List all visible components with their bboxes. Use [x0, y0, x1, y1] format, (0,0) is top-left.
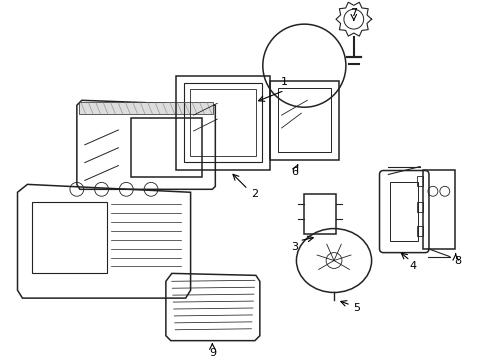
- Bar: [79, 102, 213, 114]
- Text: 1: 1: [281, 77, 288, 87]
- Text: 2: 2: [251, 189, 258, 199]
- Text: 3: 3: [291, 242, 298, 252]
- Bar: [423, 170, 455, 249]
- Bar: [417, 176, 423, 186]
- Text: 8: 8: [454, 256, 461, 266]
- Bar: [417, 202, 423, 212]
- Text: 9: 9: [209, 347, 216, 357]
- Bar: [176, 76, 270, 170]
- Bar: [131, 118, 202, 177]
- Text: 4: 4: [410, 261, 416, 271]
- Bar: [417, 226, 423, 236]
- Bar: [304, 194, 336, 234]
- Bar: [184, 84, 262, 162]
- Bar: [278, 89, 331, 152]
- Bar: [391, 183, 418, 241]
- Bar: [32, 202, 106, 273]
- Text: 7: 7: [350, 8, 357, 18]
- Text: 6: 6: [291, 167, 298, 176]
- Bar: [190, 89, 256, 156]
- Bar: [270, 81, 339, 159]
- Text: 5: 5: [353, 303, 360, 313]
